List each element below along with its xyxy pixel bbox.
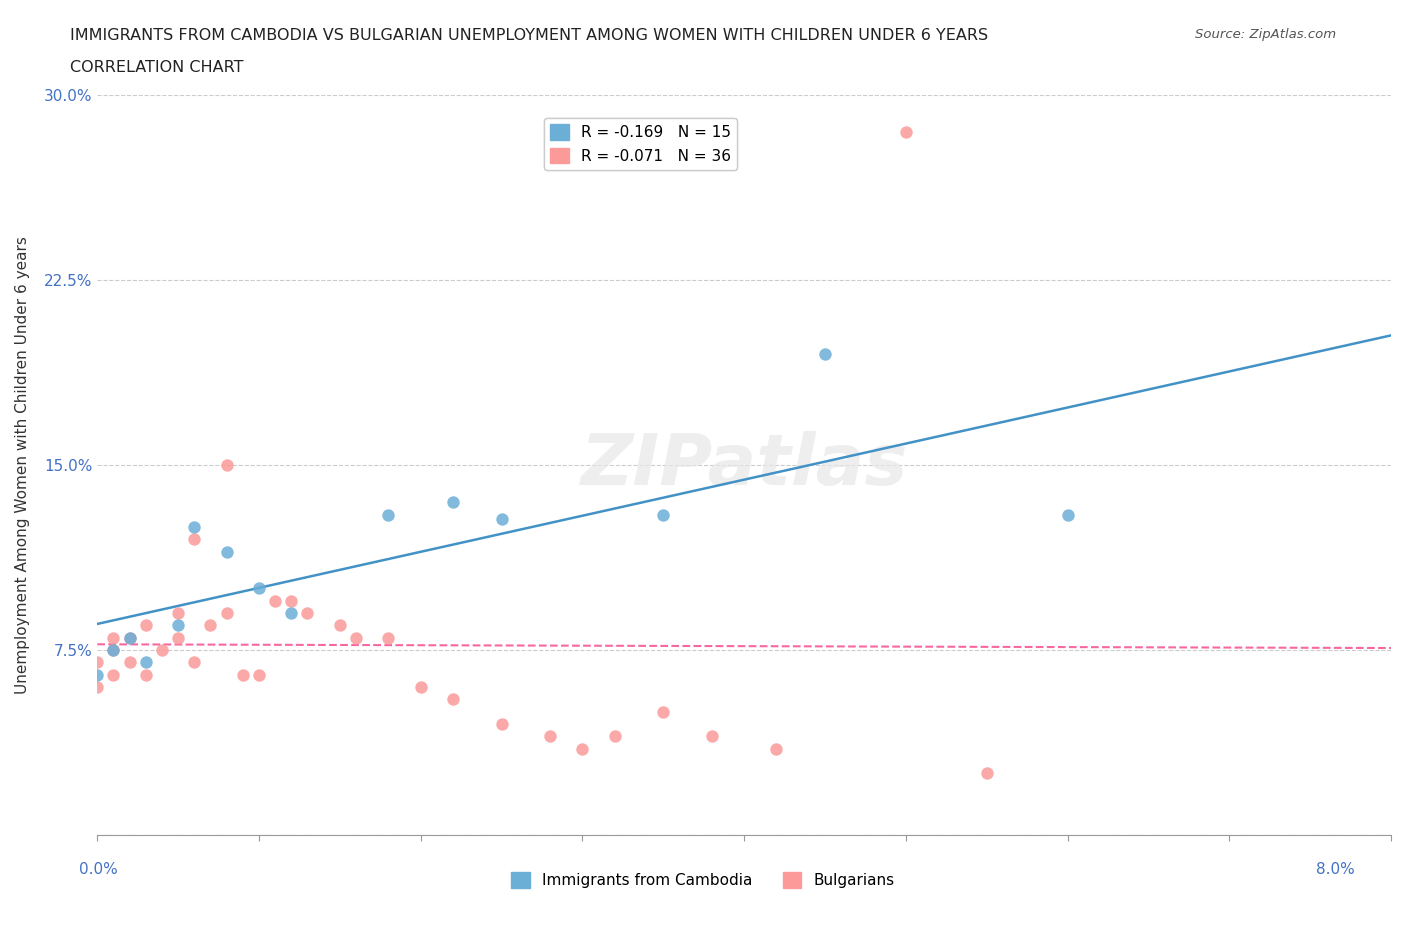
Point <box>280 605 302 620</box>
Point <box>377 507 399 522</box>
Point <box>297 605 319 620</box>
Point <box>247 581 270 596</box>
Point <box>150 643 173 658</box>
Point <box>183 532 205 547</box>
Text: 8.0%: 8.0% <box>1316 862 1355 877</box>
Point <box>200 618 222 633</box>
Point <box>571 741 593 756</box>
Point <box>103 643 125 658</box>
Point <box>329 618 352 633</box>
Text: 0.0%: 0.0% <box>79 862 118 877</box>
Point <box>1056 507 1078 522</box>
Point <box>652 507 675 522</box>
Point <box>491 512 513 527</box>
Point <box>118 655 141 670</box>
Point <box>894 125 917 140</box>
Point <box>603 729 626 744</box>
Point <box>700 729 723 744</box>
Point <box>344 631 367 645</box>
Point <box>86 668 108 683</box>
Point <box>103 631 125 645</box>
Point <box>215 605 238 620</box>
Point <box>167 631 190 645</box>
Point <box>232 668 254 683</box>
Text: IMMIGRANTS FROM CAMBODIA VS BULGARIAN UNEMPLOYMENT AMONG WOMEN WITH CHILDREN UND: IMMIGRANTS FROM CAMBODIA VS BULGARIAN UN… <box>70 28 988 43</box>
Point <box>86 655 108 670</box>
Point <box>86 680 108 695</box>
Point <box>118 631 141 645</box>
Point <box>167 605 190 620</box>
Text: Source: ZipAtlas.com: Source: ZipAtlas.com <box>1195 28 1336 41</box>
Point <box>215 458 238 472</box>
Point <box>409 680 432 695</box>
Point <box>183 520 205 535</box>
Point <box>976 766 998 781</box>
Point <box>441 692 464 707</box>
Point <box>441 495 464 510</box>
Legend: R = -0.169   N = 15, R = -0.071   N = 36: R = -0.169 N = 15, R = -0.071 N = 36 <box>544 118 737 169</box>
Point <box>167 618 190 633</box>
Point <box>215 544 238 559</box>
Point <box>118 631 141 645</box>
Point <box>135 655 157 670</box>
Point <box>538 729 561 744</box>
Text: ZIPatlas: ZIPatlas <box>581 431 908 499</box>
Point <box>103 668 125 683</box>
Point <box>183 655 205 670</box>
Point <box>652 704 675 719</box>
Y-axis label: Unemployment Among Women with Children Under 6 years: Unemployment Among Women with Children U… <box>15 236 30 694</box>
Point <box>103 643 125 658</box>
Point <box>264 593 287 608</box>
Point <box>765 741 787 756</box>
Point <box>280 593 302 608</box>
Point <box>135 668 157 683</box>
Point <box>491 717 513 732</box>
Point <box>377 631 399 645</box>
Legend: Immigrants from Cambodia, Bulgarians: Immigrants from Cambodia, Bulgarians <box>505 866 901 895</box>
Point <box>814 347 837 362</box>
Text: CORRELATION CHART: CORRELATION CHART <box>70 60 243 75</box>
Point <box>247 668 270 683</box>
Point <box>135 618 157 633</box>
